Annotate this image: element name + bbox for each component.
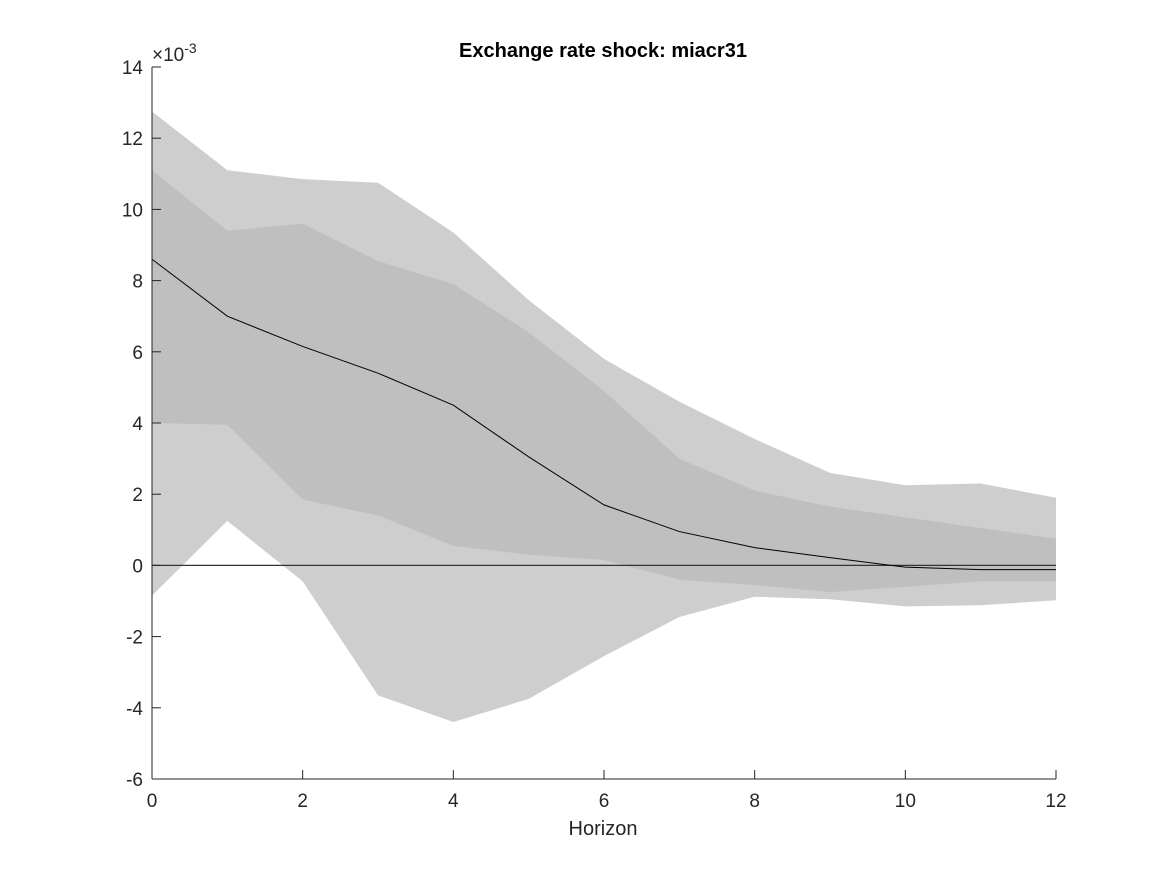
y-tick-label: -6 bbox=[126, 770, 143, 791]
y-tick-label: 8 bbox=[132, 272, 143, 293]
y-tick-label: 12 bbox=[122, 129, 143, 150]
y-tick-label: 14 bbox=[122, 58, 144, 79]
confidence-band-2 bbox=[152, 170, 1056, 593]
y-tick-label: 6 bbox=[132, 343, 143, 364]
y-tick-label: -4 bbox=[126, 699, 143, 720]
response-line-1 bbox=[151, 258, 1056, 571]
response-series bbox=[151, 258, 1056, 571]
y-tick-label: 10 bbox=[122, 200, 143, 221]
y-tick-label: 4 bbox=[132, 414, 143, 435]
y-axis-exponent-power: -3 bbox=[184, 40, 197, 56]
x-tick-label: 8 bbox=[749, 791, 760, 812]
x-tick-label: 2 bbox=[297, 791, 308, 812]
x-tick-label: 0 bbox=[147, 791, 158, 812]
x-tick-label: 10 bbox=[895, 791, 916, 812]
y-tick-label: 2 bbox=[132, 485, 143, 506]
x-tick-label: 4 bbox=[448, 791, 459, 812]
x-tick-label: 6 bbox=[599, 791, 610, 812]
confidence-bands bbox=[152, 111, 1056, 723]
chart-title: Exchange rate shock: miacr31 bbox=[459, 40, 747, 62]
x-tick-label: 12 bbox=[1045, 791, 1066, 812]
x-axis-ticks: 0 2 4 6 8 10 12 bbox=[147, 770, 1067, 812]
x-axis-label: Horizon bbox=[569, 818, 638, 840]
y-axis-exponent-base: ×10 bbox=[152, 45, 184, 66]
y-tick-label: -2 bbox=[126, 628, 143, 649]
y-axis-exponent: ×10-3 bbox=[152, 40, 197, 66]
y-tick-label: 0 bbox=[132, 556, 143, 577]
y-axis-ticks: -6 -4 -2 0 2 4 6 8 10 12 14 bbox=[122, 58, 161, 791]
